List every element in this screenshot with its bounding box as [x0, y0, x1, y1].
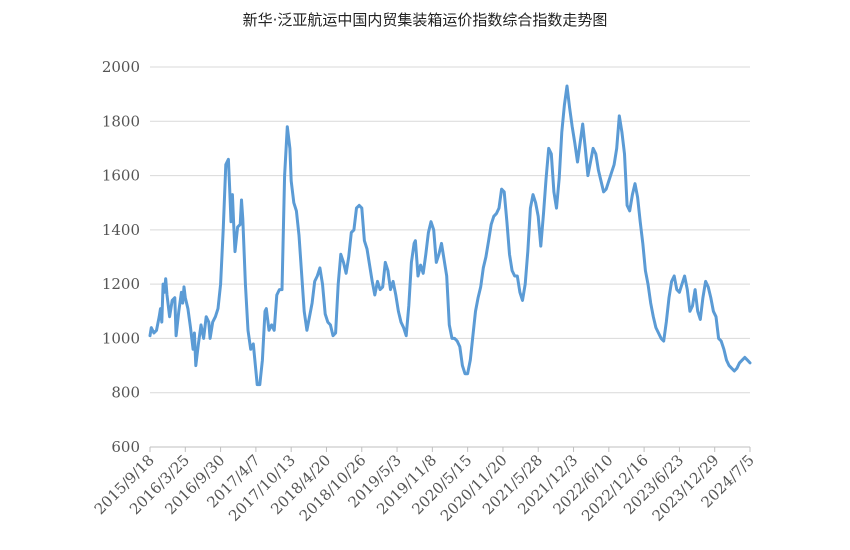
y-tick-label: 2000	[102, 58, 140, 76]
grid-lines	[150, 66, 750, 448]
y-tick-label: 1200	[102, 275, 140, 293]
y-tick-label: 1400	[102, 221, 140, 239]
y-tick-label: 1000	[102, 329, 140, 347]
series-line	[148, 84, 752, 387]
y-axis-ticks: 600 800 1000 1200 1400 1600 1800 2000	[102, 58, 140, 456]
chart-title: 新华·泛亚航运中国内贸集装箱运价指数综合指数走势图	[242, 11, 608, 29]
x-axis: 2015/9/182016/3/252016/9/302017/4/72017/…	[91, 446, 758, 525]
series-group	[148, 84, 752, 387]
y-tick-label: 1600	[102, 167, 140, 185]
y-tick-label: 600	[111, 438, 140, 456]
y-tick-label: 1800	[102, 112, 140, 130]
y-tick-label: 800	[111, 384, 140, 402]
